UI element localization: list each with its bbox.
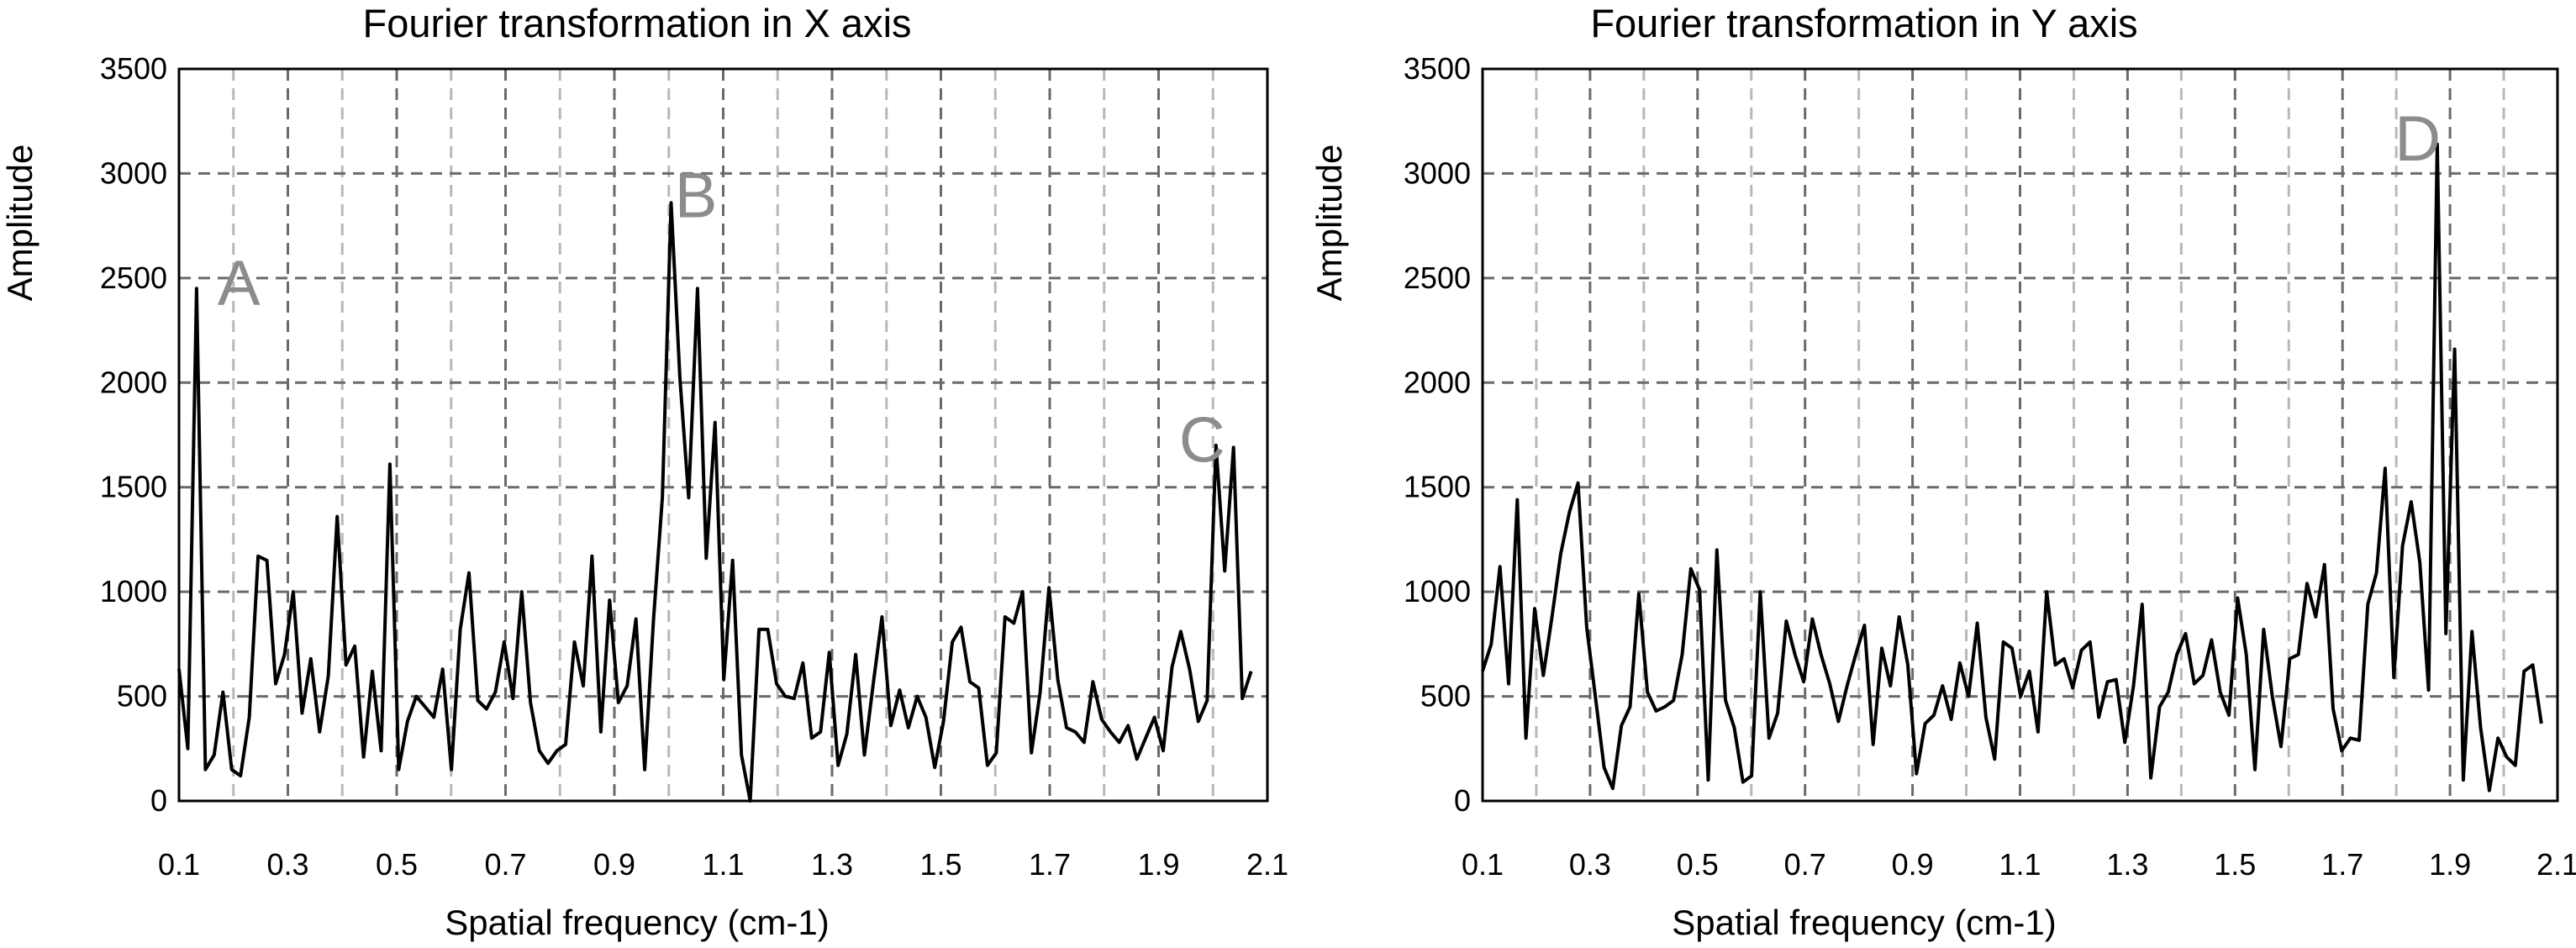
x-tick-label: 0.9 — [593, 847, 635, 882]
x-tick-label: 0.3 — [266, 847, 308, 882]
y-tick-label: 3000 — [1404, 155, 1471, 190]
x-tick-label: 1.9 — [1137, 847, 1179, 882]
chart-plot-x: 0 500 1000 1500 2000 2500 3000 3500 0.1 0.3 0.5 0.7… — [100, 51, 1288, 882]
x-tick-label: 0.5 — [376, 847, 418, 882]
y-tick-label: 0 — [150, 783, 167, 818]
x-tick-label: 2.1 — [2536, 847, 2576, 882]
chart-title: Fourier transformation in X axis — [362, 1, 912, 45]
series-line — [1481, 142, 2543, 793]
y-tick-label: 1000 — [100, 574, 167, 608]
y-tick-label: 2000 — [1404, 365, 1471, 399]
plot-frame — [1481, 67, 2559, 803]
chart-plot-y: 0 500 1000 1500 2000 2500 3000 3500 0.1 0.3 0.5 0.7… — [1404, 51, 2576, 882]
annotation-label: D — [2394, 103, 2441, 175]
x-tick-label: 1.5 — [2214, 847, 2256, 882]
x-axis-label: Spatial frequency (cm-1) — [1672, 903, 2057, 942]
y-tick-label: 0 — [1454, 783, 1471, 818]
annotation-label: A — [218, 248, 261, 319]
chart-title: Fourier transformation in Y axis — [1590, 1, 2138, 45]
chart-panel-x: Fourier transformation in X axis Amplitu… — [0, 1, 1288, 942]
chart-panel-y: Fourier transformation in Y axis Amplitu… — [1288, 0, 2576, 948]
x-tick-label: 1.7 — [1029, 847, 1071, 882]
y-tick-label: 3500 — [1404, 51, 1471, 86]
x-tick-label: 0.1 — [1462, 847, 1504, 882]
x-tick-label: 0.3 — [1569, 847, 1611, 882]
y-tick-label: 500 — [1420, 679, 1471, 714]
y-tick-label: 1500 — [1404, 470, 1471, 504]
x-tick-label: 1.3 — [811, 847, 853, 882]
x-tick-label: 2.1 — [1246, 847, 1288, 882]
y-tick-label: 3000 — [100, 155, 167, 190]
x-tick-label: 0.7 — [484, 847, 526, 882]
y-tick-label: 500 — [117, 679, 167, 714]
x-tick-label: 1.9 — [2429, 847, 2471, 882]
x-tick-label: 0.7 — [1784, 847, 1826, 882]
x-tick-label: 0.5 — [1677, 847, 1719, 882]
series-line — [177, 201, 1253, 803]
plot-frame — [177, 67, 1269, 803]
y-tick-label: 2000 — [100, 365, 167, 399]
x-tick-label: 1.7 — [2321, 847, 2363, 882]
x-tick-label: 1.3 — [2106, 847, 2148, 882]
x-tick-label: 1.5 — [919, 847, 961, 882]
y-tick-label: 2500 — [100, 261, 167, 295]
y-tick-label: 2500 — [1404, 261, 1471, 295]
x-tick-label: 1.1 — [702, 847, 744, 882]
y-tick-label: 1000 — [1404, 574, 1471, 608]
y-tick-label: 3500 — [100, 51, 167, 86]
x-axis-label: Spatial frequency (cm-1) — [445, 903, 830, 942]
x-tick-label: 0.9 — [1892, 847, 1934, 882]
x-tick-label: 1.1 — [1999, 847, 2041, 882]
annotation-label: C — [1179, 404, 1225, 476]
x-tick-label: 0.1 — [158, 847, 200, 882]
y-tick-label: 1500 — [100, 470, 167, 504]
annotation-label: B — [675, 160, 718, 231]
